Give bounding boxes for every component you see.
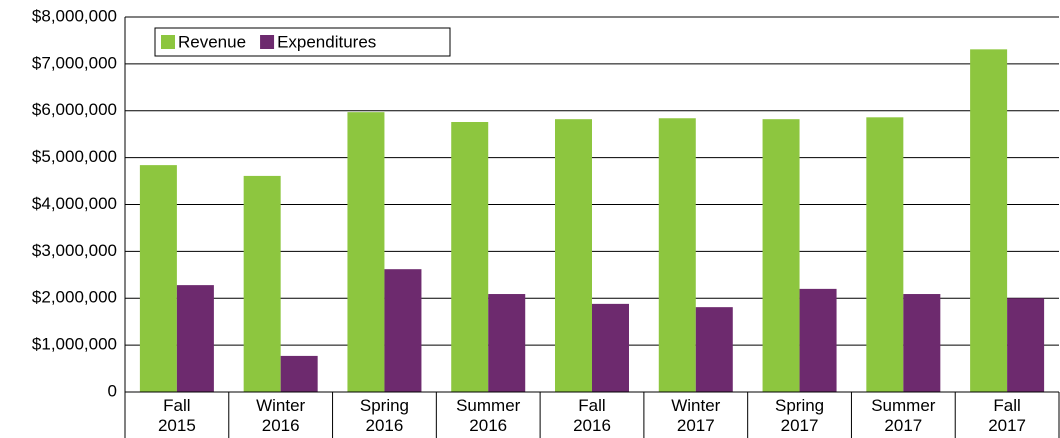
- bar: [866, 117, 904, 392]
- x-tick-label: Summer 2016: [456, 396, 521, 435]
- legend-box: [154, 27, 451, 57]
- bar: [488, 294, 526, 392]
- bar: [695, 307, 733, 392]
- bar: [970, 49, 1008, 392]
- y-tick-label: $6,000,000: [32, 100, 117, 119]
- y-tick-label: $4,000,000: [32, 194, 117, 213]
- y-tick-label: $8,000,000: [32, 6, 117, 25]
- bar: [903, 294, 941, 392]
- x-tick-label: Winter 2016: [256, 396, 305, 435]
- bar: [658, 118, 696, 392]
- y-tick-label: $2,000,000: [32, 288, 117, 307]
- bar: [555, 119, 592, 392]
- x-tick-label: Fall 2016: [573, 396, 611, 435]
- x-tick-label: Fall 2017: [988, 396, 1026, 435]
- bar: [592, 303, 629, 392]
- bar: [799, 288, 837, 392]
- y-tick-label: $7,000,000: [32, 53, 117, 72]
- bar: [139, 165, 177, 392]
- x-tick-label: Fall 2015: [158, 396, 196, 435]
- y-tick-label: $5,000,000: [32, 147, 117, 166]
- y-tick-label: $1,000,000: [32, 335, 117, 354]
- x-tick-label: Winter 2017: [671, 396, 720, 435]
- bar: [1007, 298, 1045, 392]
- bar: [762, 119, 800, 392]
- x-tick-label: Spring 2016: [360, 396, 409, 435]
- legend-swatch: [260, 35, 275, 49]
- x-tick-label: Summer 2017: [871, 396, 936, 435]
- bar: [243, 175, 281, 392]
- legend-swatch: [161, 35, 175, 49]
- legend-label: Expenditures: [277, 32, 376, 51]
- bar: [176, 285, 214, 392]
- bar: [347, 112, 385, 392]
- y-tick-label: $3,000,000: [32, 241, 117, 260]
- legend-label: Revenue: [178, 32, 246, 51]
- bar: [384, 269, 422, 392]
- bar: [280, 355, 318, 392]
- bar: [451, 122, 489, 392]
- x-tick-label: Spring 2017: [775, 396, 824, 435]
- y-tick-label: 0: [108, 381, 117, 400]
